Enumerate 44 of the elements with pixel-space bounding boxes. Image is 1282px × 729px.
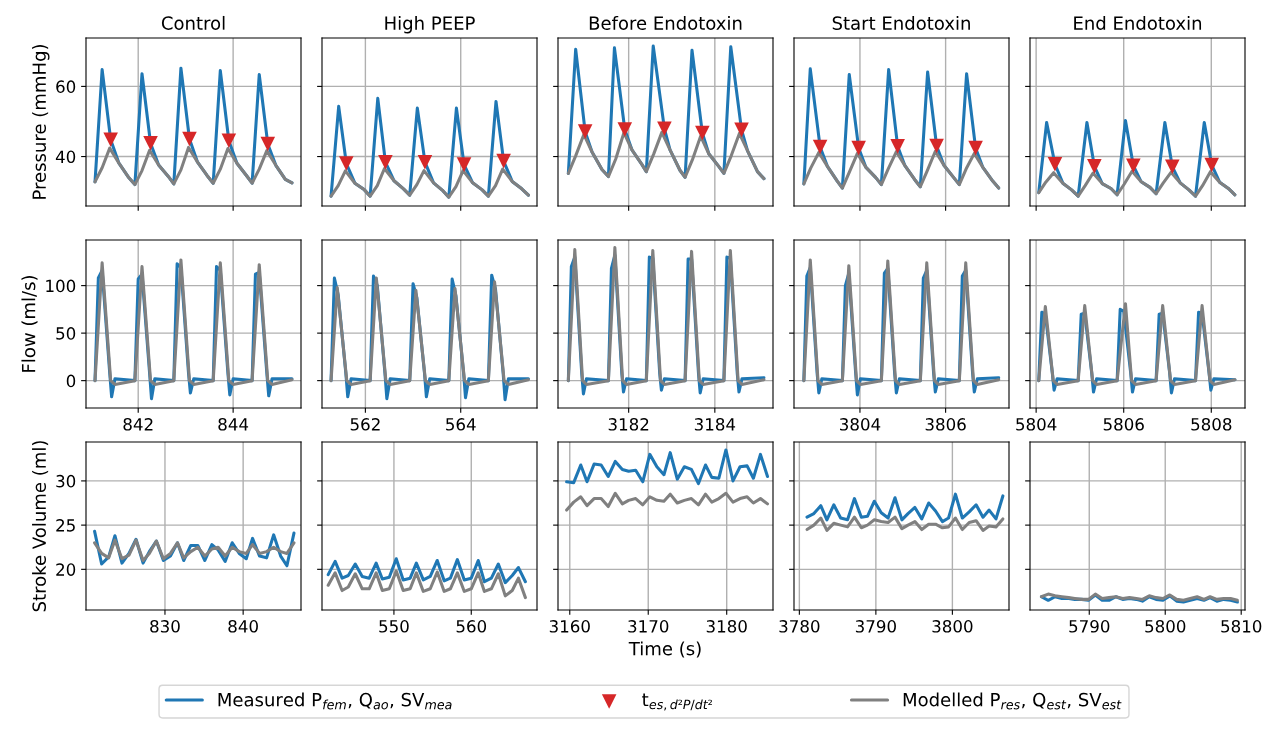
chart-title: End Endotoxin — [1074, 15, 1202, 30]
x-tick-label: 3182 — [608, 418, 649, 431]
y-axis-title: Pressure (mmHg) — [32, 44, 50, 199]
x-tick-label: 5800 — [1145, 620, 1186, 633]
x-tick-label: 550 — [379, 620, 409, 633]
x-tick-label: 5810 — [1221, 620, 1262, 633]
x-tick-label: 3170 — [628, 620, 669, 633]
x-tick-label: 3184 — [694, 418, 736, 431]
chart-title: Control — [161, 15, 225, 30]
y-tick-label: 40 — [55, 150, 76, 164]
x-tick-label: 564 — [446, 418, 476, 431]
y-tick-label: 50 — [56, 327, 76, 340]
y-tick-label: 20 — [56, 563, 76, 576]
x-tick-label: 5804 — [1016, 418, 1057, 431]
y-tick-label: 30 — [56, 474, 76, 488]
x-tick-label: 830 — [150, 620, 180, 633]
legend-label: Measured P$_{fem}$, Q$_{ao}$, SV$_{mea}$ — [218, 692, 452, 710]
x-tick-label: 5806 — [1103, 418, 1144, 431]
x-axis-title: Time (s) — [628, 641, 701, 658]
x-tick-label: 840 — [228, 620, 258, 633]
x-tick-label: 3790 — [855, 620, 896, 633]
y-axis-title: Flow (ml/s) — [21, 275, 38, 372]
x-tick-label: 560 — [456, 620, 487, 633]
y-tick-label: 100 — [46, 279, 76, 293]
y-axis-title: Stroke Volume (ml) — [32, 441, 49, 612]
chart-title: High PEEP — [385, 15, 475, 34]
y-tick-label: 25 — [56, 519, 75, 532]
x-tick-label: 5790 — [1069, 620, 1110, 633]
x-tick-label: 5808 — [1191, 418, 1232, 431]
x-tick-label: 3804 — [840, 418, 881, 431]
x-tick-label: 3806 — [925, 418, 966, 431]
y-tick-label: 0 — [66, 374, 76, 388]
chart-title: Before Endotoxin — [589, 15, 742, 30]
x-tick-label: 3180 — [706, 620, 747, 633]
x-tick-label: 3780 — [779, 620, 820, 633]
x-tick-label: 842 — [123, 418, 153, 431]
x-tick-label: 844 — [218, 418, 249, 431]
legend-label: Modelled P$_{res}$, Q$_{est}$, SV$_{est}$ — [903, 692, 1122, 710]
y-tick-label: 60 — [56, 80, 76, 93]
x-tick-label: 3800 — [932, 620, 973, 633]
chart-title: Start Endotoxin — [832, 15, 970, 30]
x-tick-label: 562 — [350, 418, 380, 431]
legend-label: t$_{es,d²P/dt²}$ — [642, 693, 712, 711]
x-tick-label: 3160 — [549, 620, 590, 633]
